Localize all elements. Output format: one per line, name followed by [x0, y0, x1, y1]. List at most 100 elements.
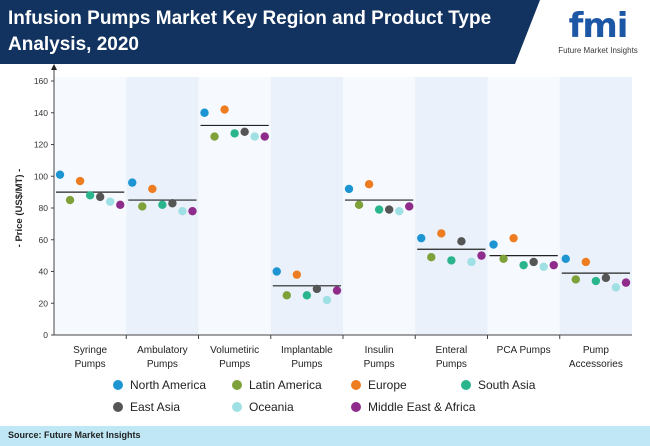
x-tick-label: Pumps [147, 359, 178, 370]
data-point [75, 176, 85, 186]
legend-marker [113, 380, 123, 390]
x-tick-label: PCA Pumps [497, 345, 551, 356]
data-point [138, 202, 147, 211]
data-point [427, 253, 436, 262]
x-tick-label: Pumps [75, 359, 106, 370]
data-point [601, 273, 611, 283]
logo-name: Future Market Insights [558, 46, 638, 55]
y-tick-label: 160 [34, 76, 48, 86]
data-point [106, 197, 115, 206]
data-point [55, 170, 65, 179]
legend-marker [351, 380, 361, 390]
data-point [384, 205, 394, 214]
data-point [116, 200, 125, 210]
x-tick-label: Pumps [219, 359, 250, 370]
logo-mark: fmi [568, 6, 629, 46]
data-point [581, 257, 591, 267]
legend-marker [232, 402, 242, 412]
legend-marker [113, 402, 123, 412]
scatter-chart: 0 20 40 60 80 100 120 140 160 - Price (US$/MT) - S… [14, 64, 632, 414]
legend-label: Latin America [249, 378, 322, 392]
data-point [312, 284, 322, 294]
data-point [417, 233, 426, 243]
data-point [509, 233, 518, 243]
data-point [499, 254, 508, 263]
data-point [457, 237, 466, 246]
data-point [364, 179, 374, 189]
data-point [148, 184, 157, 194]
data-point [571, 275, 580, 284]
y-tick-label: 0 [43, 330, 48, 340]
data-point [591, 276, 601, 286]
data-point [188, 206, 197, 216]
x-tick-label: Implantable [281, 345, 333, 356]
header: Infusion Pumps Market Key Region and Pro… [0, 0, 650, 64]
legend-label: Middle East & Africa [368, 400, 476, 414]
data-point [561, 254, 570, 263]
fmi-logo: fmi Future Market Insights [550, 4, 646, 60]
data-point [489, 240, 498, 249]
data-point [302, 291, 312, 300]
data-point [65, 195, 75, 205]
data-point [354, 200, 364, 210]
data-point [178, 206, 187, 216]
data-point [292, 270, 302, 279]
legend-label: South Asia [478, 378, 536, 392]
legend-label: Europe [368, 378, 407, 392]
data-point [437, 229, 446, 238]
data-point [230, 129, 239, 138]
data-point [85, 191, 95, 200]
legend-label: Oceania [249, 400, 294, 414]
x-tick-label: Ambulatory [137, 345, 188, 356]
data-point [322, 295, 332, 305]
legend-marker [351, 402, 361, 412]
source-note: Source: Future Market Insights [0, 426, 650, 446]
data-point [467, 257, 476, 267]
y-tick-label: 140 [34, 108, 48, 118]
x-tick-label: Pumps [291, 359, 322, 370]
category-band [559, 77, 632, 335]
title-band [0, 0, 540, 64]
chart-title: Infusion Pumps Market Key Region and Pro… [8, 8, 492, 55]
y-tick-label: 20 [39, 298, 49, 308]
data-point [477, 251, 486, 260]
x-tick-label: Pump [583, 345, 610, 356]
data-point [158, 200, 167, 210]
chart-area: 0 20 40 60 80 100 120 140 160 - Price (US$/MT) - S… [0, 64, 650, 424]
x-tick-label: Accessories [569, 359, 623, 370]
data-point [332, 286, 342, 295]
category-band [415, 77, 488, 335]
data-point [200, 108, 209, 117]
category-band [54, 77, 127, 335]
data-point [220, 105, 229, 114]
data-point [529, 257, 538, 267]
legend-label: East Asia [130, 400, 180, 414]
data-point [374, 205, 384, 214]
category-band [198, 77, 271, 335]
data-point [282, 291, 291, 300]
y-axis-label: - Price (US$/MT) - [14, 169, 25, 248]
x-tick-label: Insulin [365, 345, 394, 356]
x-tick-label: Volumetiric [210, 345, 259, 356]
category-band [487, 77, 560, 335]
legend-label: North America [130, 378, 206, 392]
legend-marker [461, 380, 471, 390]
data-point [395, 206, 404, 216]
x-tick-label: Syringe [73, 345, 107, 356]
data-point [272, 267, 281, 276]
data-point [549, 260, 558, 270]
data-point [95, 192, 105, 202]
y-tick-label: 40 [39, 267, 49, 277]
y-axis-arrow [51, 64, 57, 70]
data-point [621, 278, 631, 287]
y-tick-label: 80 [39, 203, 49, 213]
data-point [519, 260, 528, 270]
data-point [210, 132, 219, 141]
x-tick-label: Pumps [436, 359, 467, 370]
y-tick-label: 120 [34, 140, 48, 150]
data-point [405, 202, 414, 211]
data-point [344, 184, 354, 194]
x-tick-label: Pumps [364, 359, 395, 370]
data-point [168, 199, 177, 208]
data-point [240, 127, 249, 136]
